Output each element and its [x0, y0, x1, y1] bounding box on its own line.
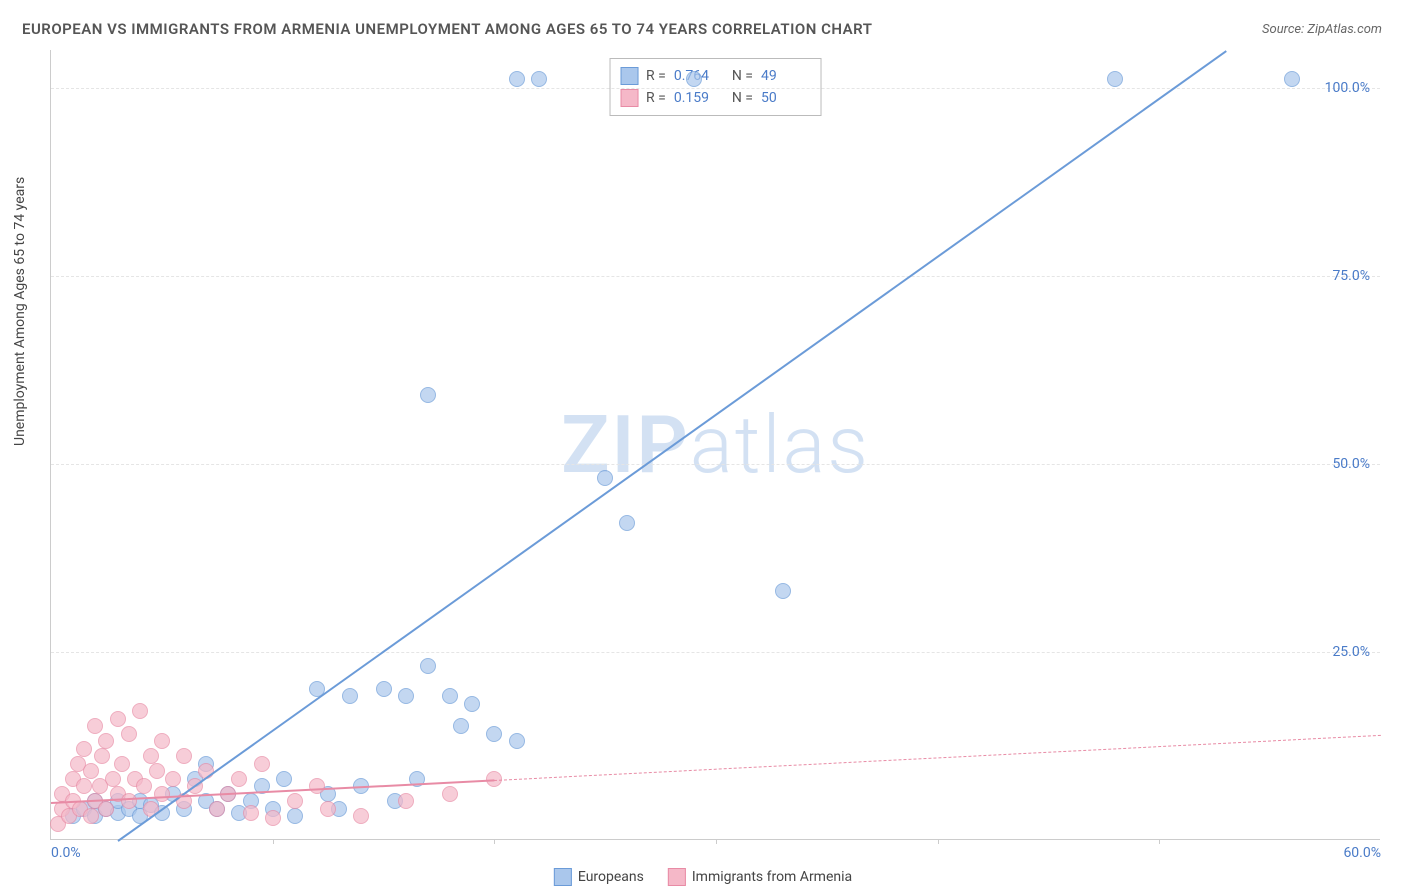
- plot-area: ZIPatlas R =0.764N =49R =0.159N =50 25.0…: [50, 50, 1380, 840]
- data-point: [254, 756, 270, 772]
- data-point: [597, 470, 613, 486]
- data-point: [110, 711, 126, 727]
- data-point: [531, 71, 547, 87]
- y-tick-label: 75.0%: [1332, 268, 1370, 284]
- data-point: [76, 741, 92, 757]
- data-point: [143, 748, 159, 764]
- data-point: [309, 778, 325, 794]
- x-tick-label: 60.0%: [1343, 845, 1381, 861]
- legend-swatch: [668, 868, 686, 886]
- data-point: [486, 726, 502, 742]
- y-tick-label: 25.0%: [1332, 644, 1370, 660]
- data-point: [420, 658, 436, 674]
- legend-label: Europeans: [578, 869, 644, 885]
- trend-line: [494, 735, 1381, 781]
- source-attribution: Source: ZipAtlas.com: [1262, 22, 1382, 37]
- gridline: [51, 88, 1380, 89]
- data-point: [287, 808, 303, 824]
- x-tick-mark: [1159, 839, 1160, 844]
- y-tick-label: 100.0%: [1325, 80, 1370, 96]
- data-point: [619, 515, 635, 531]
- y-axis-label: Unemployment Among Ages 65 to 74 years: [12, 177, 28, 446]
- y-tick-label: 50.0%: [1332, 456, 1370, 472]
- data-point: [231, 771, 247, 787]
- data-point: [398, 793, 414, 809]
- x-tick-mark: [494, 839, 495, 844]
- data-point: [209, 801, 225, 817]
- data-point: [775, 583, 791, 599]
- gridline: [51, 652, 1380, 653]
- chart-title: EUROPEAN VS IMMIGRANTS FROM ARMENIA UNEM…: [22, 20, 872, 38]
- data-point: [114, 756, 130, 772]
- data-point: [442, 688, 458, 704]
- data-point: [83, 808, 99, 824]
- data-point: [342, 688, 358, 704]
- stat-r-label: R =: [646, 90, 666, 106]
- data-point: [76, 778, 92, 794]
- stat-n-value: 50: [761, 90, 811, 106]
- data-point: [1107, 71, 1123, 87]
- data-point: [176, 748, 192, 764]
- gridline: [51, 276, 1380, 277]
- data-point: [87, 718, 103, 734]
- data-point: [83, 763, 99, 779]
- data-point: [376, 681, 392, 697]
- data-point: [105, 771, 121, 787]
- data-point: [121, 793, 137, 809]
- data-point: [464, 696, 480, 712]
- data-point: [686, 71, 702, 87]
- data-point: [442, 786, 458, 802]
- trend-line: [117, 50, 1226, 842]
- data-point: [149, 763, 165, 779]
- x-tick-label: 0.0%: [51, 845, 81, 861]
- x-tick-mark: [273, 839, 274, 844]
- stat-n-label: N =: [732, 68, 753, 84]
- stat-r-label: R =: [646, 68, 666, 84]
- legend-label: Immigrants from Armenia: [692, 869, 852, 885]
- data-point: [509, 71, 525, 87]
- legend-swatch: [620, 67, 638, 85]
- stat-r-value: 0.159: [674, 90, 724, 106]
- data-point: [276, 771, 292, 787]
- legend-swatch: [620, 89, 638, 107]
- data-point: [243, 805, 259, 821]
- legend-item: Immigrants from Armenia: [668, 868, 852, 886]
- legend-item: Europeans: [554, 868, 644, 886]
- data-point: [136, 778, 152, 794]
- stat-n-value: 49: [761, 68, 811, 84]
- data-point: [353, 808, 369, 824]
- data-point: [1284, 71, 1300, 87]
- data-point: [98, 733, 114, 749]
- x-tick-mark: [716, 839, 717, 844]
- data-point: [398, 688, 414, 704]
- x-tick-mark: [938, 839, 939, 844]
- data-point: [121, 726, 137, 742]
- data-point: [132, 703, 148, 719]
- data-point: [453, 718, 469, 734]
- data-point: [420, 387, 436, 403]
- data-point: [94, 748, 110, 764]
- data-point: [287, 793, 303, 809]
- series-legend: Europeans Immigrants from Armenia: [554, 868, 852, 886]
- data-point: [320, 801, 336, 817]
- data-point: [165, 771, 181, 787]
- data-point: [154, 733, 170, 749]
- data-point: [509, 733, 525, 749]
- legend-swatch: [554, 868, 572, 886]
- stat-row: R =0.764N =49: [620, 65, 811, 87]
- stat-n-label: N =: [732, 90, 753, 106]
- gridline: [51, 464, 1380, 465]
- data-point: [265, 810, 281, 826]
- stat-row: R = 0.159 N = 50: [620, 87, 811, 109]
- data-point: [98, 801, 114, 817]
- data-point: [154, 786, 170, 802]
